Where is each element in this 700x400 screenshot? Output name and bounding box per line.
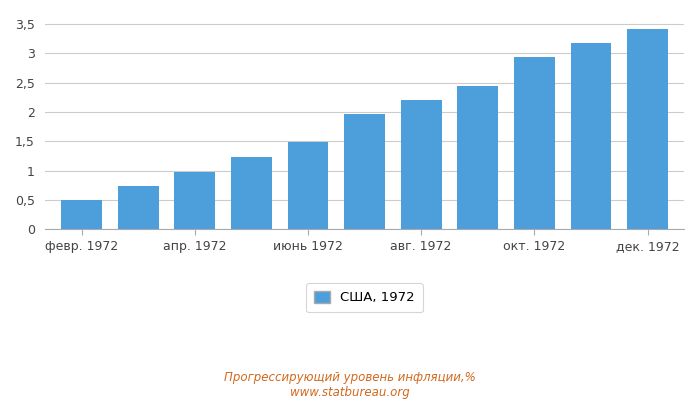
Bar: [344, 114, 385, 229]
Bar: [231, 157, 272, 229]
Bar: [174, 172, 215, 229]
Bar: [627, 29, 668, 229]
Bar: [288, 142, 328, 229]
Bar: [457, 86, 498, 229]
Bar: [570, 43, 611, 229]
Bar: [514, 57, 555, 229]
Text: Прогрессирующий уровень инфляции,%: Прогрессирующий уровень инфляции,%: [224, 372, 476, 384]
Legend: США, 1972: США, 1972: [306, 283, 423, 312]
Bar: [61, 200, 102, 229]
Text: www.statbureau.org: www.statbureau.org: [290, 386, 410, 399]
Bar: [118, 186, 158, 229]
Bar: [401, 100, 442, 229]
